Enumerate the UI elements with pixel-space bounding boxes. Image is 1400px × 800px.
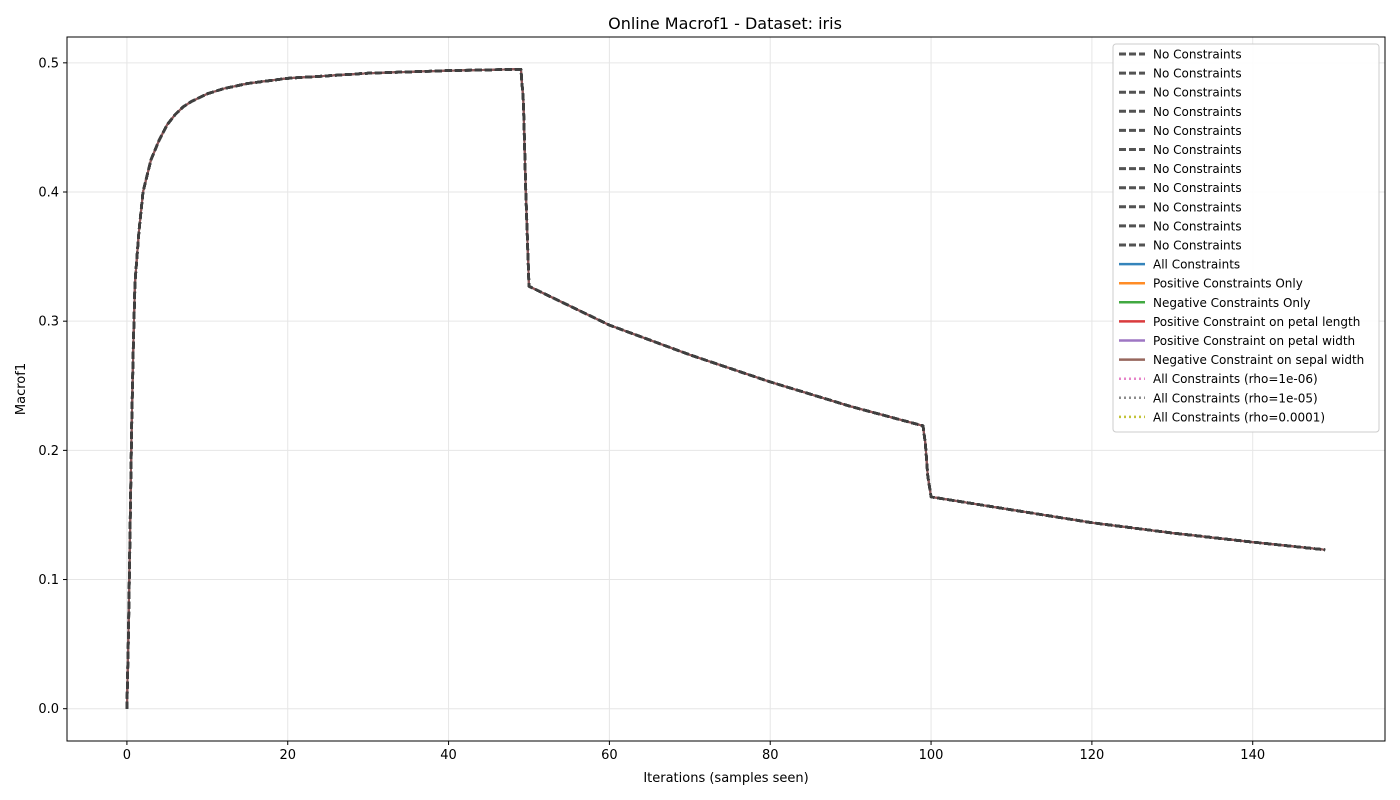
series-lines [125, 68, 1326, 709]
y-tick-label: 0.4 [38, 186, 59, 201]
x-axis-label: Iterations (samples seen) [643, 771, 808, 786]
x-tick-label: 140 [1240, 748, 1265, 763]
y-tick-label: 0.5 [38, 56, 59, 71]
legend-label: No Constraints [1153, 67, 1242, 81]
x-tick-label: 0 [123, 748, 131, 763]
legend-label: Positive Constraints Only [1153, 277, 1303, 291]
legend-label: No Constraints [1153, 143, 1242, 157]
y-tick-label: 0.0 [38, 702, 59, 717]
legend-label: No Constraints [1153, 124, 1242, 138]
legend-label: Positive Constraint on petal length [1153, 315, 1360, 329]
legend-label: No Constraints [1153, 86, 1242, 100]
x-tick-label: 100 [919, 748, 944, 763]
x-axis: 0 20 40 60 80 100 120 140 [123, 741, 1265, 763]
y-tick-label: 0.2 [38, 444, 59, 459]
legend-label: Negative Constraint on sepal width [1153, 353, 1364, 367]
x-tick-label: 120 [1079, 748, 1104, 763]
legend-label: No Constraints [1153, 181, 1242, 195]
legend-label: All Constraints (rho=1e-06) [1153, 372, 1318, 386]
series-line [125, 68, 1326, 709]
chart-title: Online Macrof1 - Dataset: iris [608, 14, 842, 33]
legend-label: All Constraints (rho=1e-05) [1153, 391, 1318, 405]
legend-box [1112, 43, 1380, 433]
x-tick-label: 60 [601, 748, 618, 763]
legend-label: No Constraints [1153, 200, 1242, 214]
legend: No Constraints No Constraints No Constrain… [1112, 43, 1380, 433]
legend-label: Negative Constraints Only [1153, 296, 1310, 310]
legend-label: No Constraints [1153, 105, 1242, 119]
x-tick-label: 20 [279, 748, 296, 763]
legend-label: No Constraints [1153, 48, 1242, 62]
legend-label: No Constraints [1153, 219, 1242, 233]
y-axis-label: Macrof1 [14, 363, 29, 415]
y-tick-label: 0.1 [38, 573, 59, 588]
legend-label: No Constraints [1153, 162, 1242, 176]
x-tick-label: 80 [762, 748, 779, 763]
legend-label: No Constraints [1153, 239, 1242, 253]
plot-area [66, 36, 1386, 742]
x-tick-label: 40 [440, 748, 457, 763]
legend-label: All Constraints (rho=0.0001) [1153, 410, 1325, 424]
legend-label: All Constraints [1153, 258, 1240, 272]
y-tick-label: 0.3 [38, 315, 59, 330]
y-axis: 0.0 0.1 0.2 0.3 0.4 0.5 [38, 56, 67, 717]
legend-label: Positive Constraint on petal width [1153, 334, 1355, 348]
